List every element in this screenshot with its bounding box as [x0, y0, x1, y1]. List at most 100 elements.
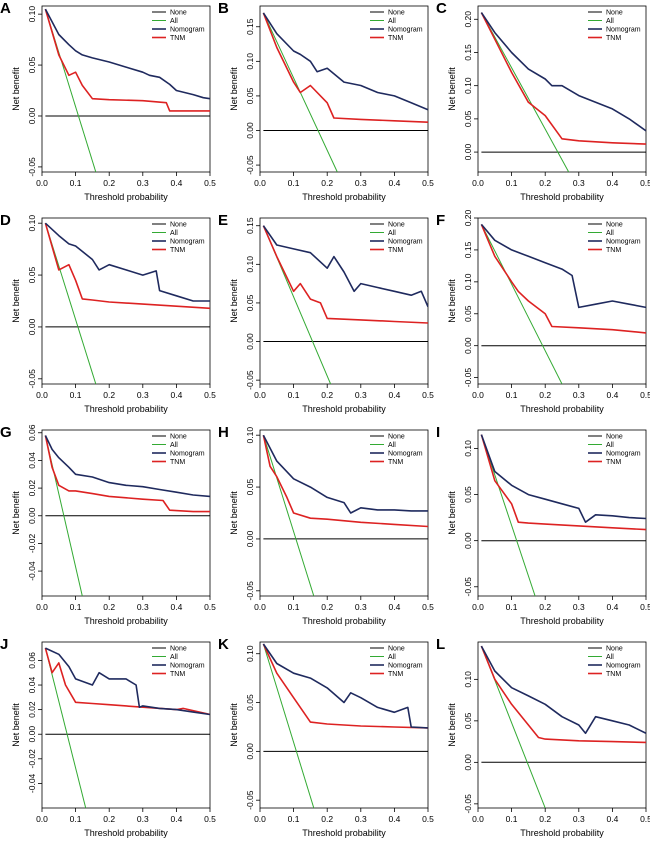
x-tick-label: 0.1	[288, 178, 300, 188]
x-tick-label: 0.2	[103, 178, 115, 188]
legend-label-nomogram: Nomogram	[170, 451, 205, 458]
panel-letter: C	[436, 0, 447, 17]
y-tick-label: 0.20	[463, 209, 473, 226]
panel-letter: D	[0, 212, 11, 229]
y-axis-label: Net benefit	[11, 491, 21, 535]
y-tick-label: -0.05	[245, 790, 255, 810]
x-tick-label: 0.1	[506, 814, 518, 824]
panel-c: 0.0 0.1 0.2 0.3 0.4 0.5 0.00 0.05 0.10 0.15 0.20 Th…	[436, 0, 650, 210]
y-tick-label: 0.10	[245, 256, 255, 273]
series-line-all	[44, 647, 87, 808]
x-tick-label: 0.3	[355, 814, 367, 824]
legend-label-all: All	[606, 442, 614, 449]
legend-label-none: None	[388, 10, 405, 17]
legend-label-tnm: TNM	[170, 671, 185, 678]
panel-l: 0.0 0.1 0.2 0.3 0.4 0.5 -0.05 0.00 0.05 0.10 Thres…	[436, 636, 650, 846]
series-line-tnm	[262, 643, 428, 729]
legend-label-nomogram: Nomogram	[606, 663, 641, 670]
y-tick-label: -0.04	[27, 773, 37, 793]
x-tick-label: 0.1	[288, 814, 300, 824]
series-line-tnm	[480, 434, 646, 531]
chart-svg: 0.0 0.1 0.2 0.3 0.4 0.5 -0.05 0.00 0.05 0.10 0.15 T…	[229, 217, 434, 414]
x-tick-label: 0.0	[36, 814, 48, 824]
legend-label-none: None	[606, 222, 623, 229]
plot-frame	[477, 5, 647, 173]
y-tick-label: 0.10	[463, 77, 473, 94]
x-tick-label: 0.2	[539, 814, 551, 824]
series-line-nomogram	[480, 12, 646, 132]
panel-letter: G	[0, 424, 12, 441]
panel-h: 0.0 0.1 0.2 0.3 0.4 0.5 -0.05 0.00 0.05 0.10 Thres…	[218, 424, 434, 634]
y-tick-label: 0.05	[245, 479, 255, 496]
y-tick-label: -0.05	[245, 581, 255, 601]
x-tick-label: 0.5	[204, 178, 216, 188]
x-axis-label: Threshold probability	[84, 192, 168, 202]
y-tick-label: 0.00	[245, 333, 255, 350]
legend-label-all: All	[606, 230, 614, 237]
legend-label-all: All	[170, 230, 178, 237]
panel-letter: A	[0, 0, 11, 17]
legend-label-nomogram: Nomogram	[388, 663, 423, 670]
panel-i: 0.0 0.1 0.2 0.3 0.4 0.5 -0.05 0.00 0.05 0.10 Thres…	[436, 424, 650, 634]
x-tick-label: 0.5	[422, 814, 434, 824]
legend-label-tnm: TNM	[170, 459, 185, 466]
x-tick-label: 0.1	[70, 814, 82, 824]
x-tick-label: 0.2	[321, 814, 333, 824]
y-axis-label: Net benefit	[229, 491, 239, 535]
chart-svg: 0.0 0.1 0.2 0.3 0.4 0.5 -0.05 0.00 0.05 0.10 Thres…	[11, 5, 216, 202]
series-line-all	[480, 12, 570, 172]
series-line-tnm	[44, 222, 210, 310]
x-axis-label: Threshold probability	[520, 192, 604, 202]
x-tick-label: 0.3	[137, 390, 149, 400]
x-tick-label: 0.3	[137, 814, 149, 824]
x-tick-label: 0.4	[388, 178, 400, 188]
x-tick-label: 0.2	[321, 602, 333, 612]
legend-label-none: None	[170, 646, 187, 653]
y-tick-label: -0.04	[27, 561, 37, 581]
series-line-nomogram	[44, 435, 210, 498]
x-tick-label: 0.2	[103, 390, 115, 400]
y-tick-label: 0.00	[245, 122, 255, 139]
series-line-nomogram	[44, 222, 210, 302]
legend-label-none: None	[170, 222, 187, 229]
x-tick-label: 0.2	[103, 602, 115, 612]
x-tick-label: 0.5	[640, 814, 650, 824]
y-tick-label: -0.02	[27, 749, 37, 769]
chart-svg: 0.0 0.1 0.2 0.3 0.4 0.5 -0.05 0.00 0.05 0.10 0.15 0…	[447, 209, 650, 414]
y-tick-label: 0.05	[463, 712, 473, 729]
x-axis-label: Threshold probability	[302, 192, 386, 202]
x-axis-label: Threshold probability	[302, 828, 386, 838]
x-tick-label: 0.5	[422, 178, 434, 188]
legend-label-nomogram: Nomogram	[606, 27, 641, 34]
y-tick-label: 0.06	[27, 424, 37, 441]
legend-label-nomogram: Nomogram	[170, 239, 205, 246]
x-tick-label: 0.2	[321, 390, 333, 400]
legend-label-tnm: TNM	[388, 35, 403, 42]
series-line-tnm	[480, 224, 646, 334]
panel-a: 0.0 0.1 0.2 0.3 0.4 0.5 -0.05 0.00 0.05 0.10 Thres…	[0, 0, 216, 210]
x-tick-label: 0.2	[539, 390, 551, 400]
y-tick-label: 0.00	[463, 337, 473, 354]
x-tick-label: 0.3	[137, 178, 149, 188]
x-tick-label: 0.5	[640, 178, 650, 188]
x-axis-label: Threshold probability	[520, 828, 604, 838]
legend-label-tnm: TNM	[388, 247, 403, 254]
y-tick-label: 0.10	[27, 215, 37, 232]
x-tick-label: 0.1	[506, 178, 518, 188]
legend-label-nomogram: Nomogram	[606, 239, 641, 246]
x-tick-label: 0.3	[573, 602, 585, 612]
y-tick-label: 0.00	[27, 107, 37, 124]
y-axis-label: Net benefit	[11, 703, 21, 747]
panel-letter: K	[218, 636, 229, 653]
x-tick-label: 0.0	[472, 602, 484, 612]
x-tick-label: 0.3	[573, 814, 585, 824]
chart-svg: 0.0 0.1 0.2 0.3 0.4 0.5 -0.05 0.00 0.05 0.10 Thres…	[229, 641, 434, 838]
y-tick-label: 0.10	[245, 53, 255, 70]
plot-frame	[477, 641, 647, 809]
panel-letter: J	[0, 636, 9, 653]
legend-label-tnm: TNM	[388, 459, 403, 466]
x-tick-label: 0.4	[606, 178, 618, 188]
y-tick-label: -0.05	[463, 577, 473, 597]
y-tick-label: 0.00	[245, 530, 255, 547]
